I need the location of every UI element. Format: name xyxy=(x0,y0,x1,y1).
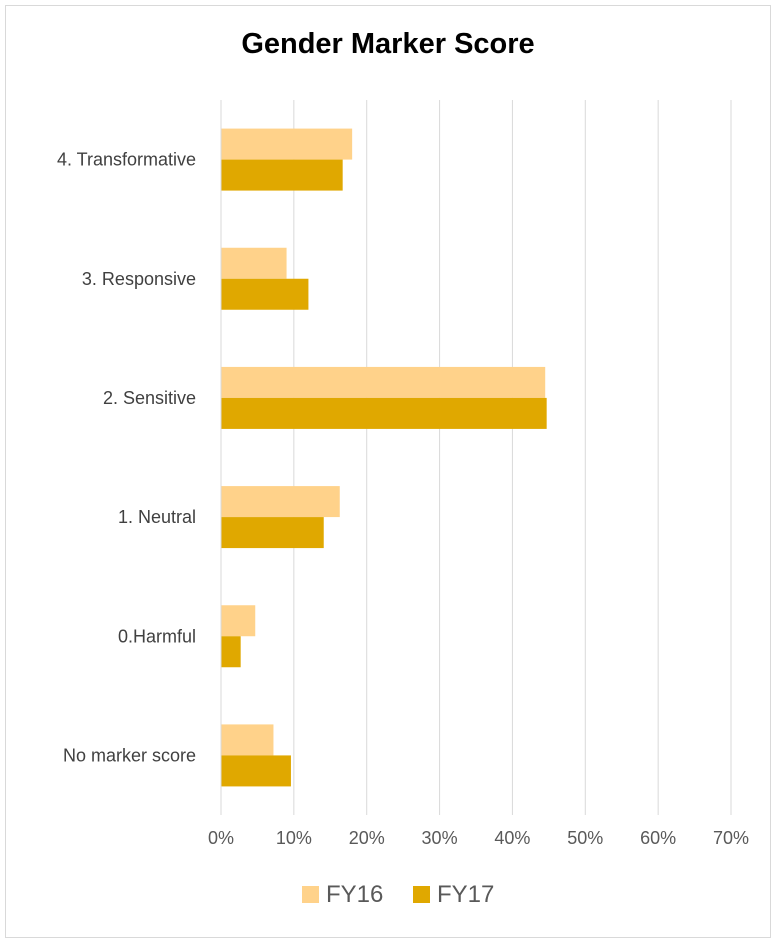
x-tick-label: 0% xyxy=(208,828,234,848)
bar-fy16-1 xyxy=(221,128,353,160)
legend-label-fy17: FY17 xyxy=(437,881,494,908)
bar-fy16-5 xyxy=(221,605,256,637)
legend-swatch-fy17 xyxy=(413,886,430,903)
category-label: 4. Transformative xyxy=(57,150,196,170)
category-label: 2. Sensitive xyxy=(103,388,196,408)
bar-fy17-1 xyxy=(221,159,343,191)
x-tick-label: 70% xyxy=(713,828,749,848)
category-label: 0.Harmful xyxy=(118,626,196,646)
legend-swatch-fy16 xyxy=(302,886,319,903)
x-tick-label: 60% xyxy=(640,828,676,848)
bar-fy16-3 xyxy=(221,366,546,398)
x-tick-label: 50% xyxy=(567,828,603,848)
chart-frame xyxy=(5,5,771,938)
bar-fy17-3 xyxy=(221,397,547,429)
bar-fy17-6 xyxy=(221,755,291,787)
bar-fy16-6 xyxy=(221,724,274,756)
category-label: No marker score xyxy=(63,745,196,765)
bar-fy16-2 xyxy=(221,247,287,279)
category-label: 3. Responsive xyxy=(82,269,196,289)
x-tick-label: 30% xyxy=(422,828,458,848)
x-tick-label: 10% xyxy=(276,828,312,848)
legend-label-fy16: FY16 xyxy=(326,881,383,908)
bar-fy17-4 xyxy=(221,517,324,549)
category-label: 1. Neutral xyxy=(118,507,196,527)
x-tick-label: 40% xyxy=(494,828,530,848)
x-tick-label: 20% xyxy=(349,828,385,848)
chart-title: Gender Marker Score xyxy=(241,28,535,60)
bar-fy17-2 xyxy=(221,278,309,310)
bar-fy17-5 xyxy=(221,636,241,668)
bar-fy16-4 xyxy=(221,486,340,518)
